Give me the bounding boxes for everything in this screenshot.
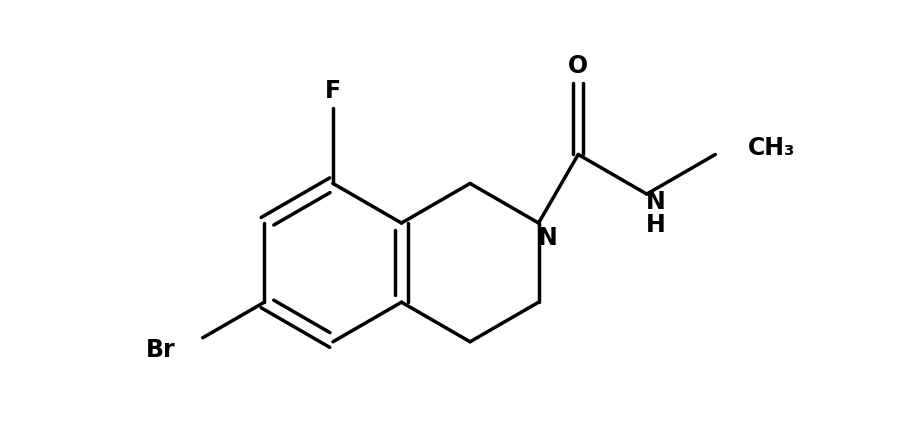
Text: CH₃: CH₃ [747, 136, 795, 160]
Text: Br: Br [145, 337, 175, 361]
Text: F: F [325, 79, 341, 103]
Text: N
H: N H [646, 190, 666, 236]
Text: N: N [538, 225, 558, 249]
Text: O: O [568, 54, 588, 78]
